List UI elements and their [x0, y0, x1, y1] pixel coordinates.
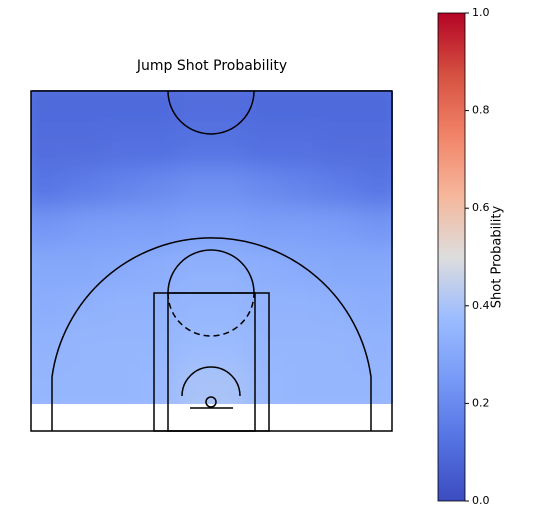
heatmap-cell: [248, 364, 285, 404]
heatmap-cell: [284, 325, 322, 366]
heatmap-cell: [67, 168, 104, 209]
heatmap-cell: [103, 364, 141, 404]
heatmap-cell: [175, 90, 213, 130]
heatmap-cell: [284, 90, 322, 130]
colorbar-tick-label: 0.0: [472, 494, 490, 507]
heatmap-cell: [175, 168, 213, 209]
heatmap-cell: [139, 168, 177, 209]
heatmap-cell: [356, 129, 393, 169]
center-circle: [167, 90, 255, 135]
heatmap-cell: [320, 325, 358, 366]
heatmap-cell: [284, 364, 322, 404]
heatmap-cell: [67, 286, 104, 326]
heatmap-cell: [356, 364, 393, 404]
heatmap-cell: [356, 207, 393, 248]
heatmap-cell: [103, 129, 141, 169]
colorbar-tick-label: 0.6: [472, 201, 490, 214]
heatmap-cell: [103, 207, 141, 248]
colorbar-tick-label: 0.2: [472, 396, 490, 409]
heatmap-cell: [248, 247, 285, 287]
heatmap-cell: [212, 247, 249, 287]
heatmap-cell: [212, 325, 249, 366]
colorbar-tick-label: 0.4: [472, 299, 490, 312]
free-throw-circle: [167, 249, 255, 294]
heatmap-cell: [212, 90, 249, 130]
heatmap-cell: [103, 325, 141, 366]
heatmap-cell: [31, 247, 68, 287]
court: [30, 90, 393, 432]
heatmap-cell: [284, 286, 322, 326]
heatmap-cell: [212, 168, 249, 209]
heatmap-cell: [139, 325, 177, 366]
heatmap-cell: [320, 364, 358, 404]
heatmap-cell: [320, 247, 358, 287]
restricted-area: [181, 366, 241, 397]
heatmap-cell: [139, 129, 177, 169]
heatmap-cell: [356, 286, 393, 326]
heatmap-cell: [320, 90, 358, 130]
heatmap-cell: [31, 168, 68, 209]
heatmap-cell: [175, 286, 213, 326]
heatmap-cell: [320, 168, 358, 209]
heatmap-cell: [212, 129, 249, 169]
heatmap-cell: [31, 286, 68, 326]
colorbar-tick-label: 0.8: [472, 104, 490, 117]
heatmap-cell: [284, 168, 322, 209]
heatmap-cell: [67, 90, 104, 130]
heatmap-cell: [175, 207, 213, 248]
heatmap-cells: [31, 90, 393, 404]
heatmap-cell: [248, 207, 285, 248]
heatmap-cell: [356, 90, 393, 130]
inner-paint: [167, 292, 256, 432]
heatmap-cell: [67, 129, 104, 169]
heatmap-cell: [212, 286, 249, 326]
colorbar: [438, 13, 465, 501]
heatmap-cell: [67, 247, 104, 287]
heatmap-cell: [284, 129, 322, 169]
heatmap-cell: [175, 364, 213, 404]
heatmap-cell: [67, 207, 104, 248]
heatmap-cell: [31, 325, 68, 366]
colorbar-frame: [437, 12, 466, 502]
heatmap-cell: [139, 207, 177, 248]
heatmap-cell: [175, 129, 213, 169]
heatmap-cell: [320, 129, 358, 169]
heatmap-cell: [31, 129, 68, 169]
heatmap-cell: [103, 90, 141, 130]
heatmap-cell: [212, 364, 249, 404]
heatmap-cell: [139, 90, 177, 130]
heatmap-cell: [31, 364, 68, 404]
chart-title: Jump Shot Probability: [136, 58, 287, 74]
heatmap-cell: [31, 90, 68, 130]
heatmap-cell: [248, 168, 285, 209]
heatmap-cell: [31, 207, 68, 248]
heatmap-cell: [284, 207, 322, 248]
heatmap-cell: [103, 286, 141, 326]
heatmap-cell: [248, 325, 285, 366]
basket: [205, 396, 217, 408]
three-point-line: [51, 237, 372, 431]
heatmap-cell: [175, 325, 213, 366]
heatmap-cell: [320, 207, 358, 248]
heatmap-cell: [67, 364, 104, 404]
colorbar-tick-label: 1.0: [472, 6, 490, 19]
heatmap-cell: [103, 168, 141, 209]
heatmap: [31, 90, 393, 404]
heatmap-cell: [67, 325, 104, 366]
colorbar-label: Shot Probability: [490, 206, 505, 309]
heatmap-cell: [356, 168, 393, 209]
heatmap-cell: [139, 364, 177, 404]
heatmap-cell: [248, 129, 285, 169]
heatmap-cell: [356, 247, 393, 287]
heatmap-cell: [103, 247, 141, 287]
free-throw-circle-dashed: [167, 292, 255, 337]
heatmap-cell: [356, 325, 393, 366]
